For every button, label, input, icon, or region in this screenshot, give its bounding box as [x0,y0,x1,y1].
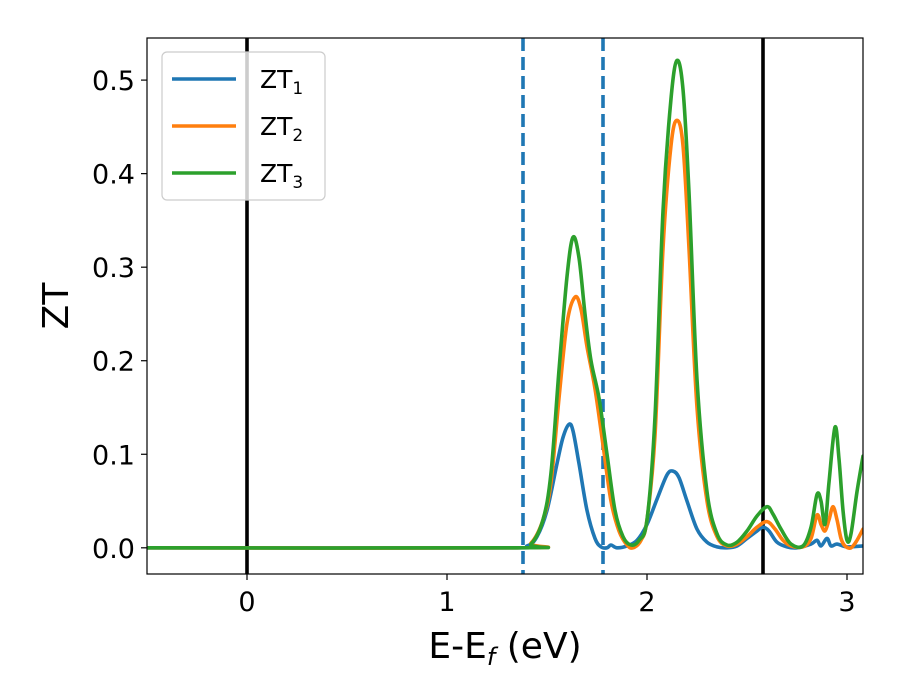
series-line-zt3 [147,58,863,550]
y-axis-title: ZT [36,282,77,330]
x-tick-label: 3 [838,587,855,618]
x-axis-title: E-Ef (eV) [428,626,581,671]
y-tick-label: 0.5 [92,66,135,97]
legend-label-zt2: ZT2 [260,112,303,146]
legend-box [161,51,326,201]
y-tick-label: 0.1 [92,440,135,471]
y-tick-label: 0.2 [92,347,135,378]
legend-label-zt1: ZT1 [260,65,303,99]
y-tick-label: 0.0 [92,534,135,565]
series-layer [147,58,863,550]
legend: ZT1 ZT2 ZT3 [161,51,326,201]
legend-label-zt3: ZT3 [260,159,303,193]
x-tick-label: 0 [238,587,255,618]
x-axis-ticks: 0 1 2 3 [238,574,856,618]
y-tick-label: 0.4 [92,160,135,191]
series-line-zt2 [147,118,863,550]
y-tick-label: 0.3 [92,253,135,284]
x-tick-label: 1 [438,587,455,618]
y-axis-ticks: 0.0 0.1 0.2 0.3 0.4 0.5 [92,66,147,565]
x-tick-label: 2 [638,587,655,618]
axes-frame [146,37,864,575]
